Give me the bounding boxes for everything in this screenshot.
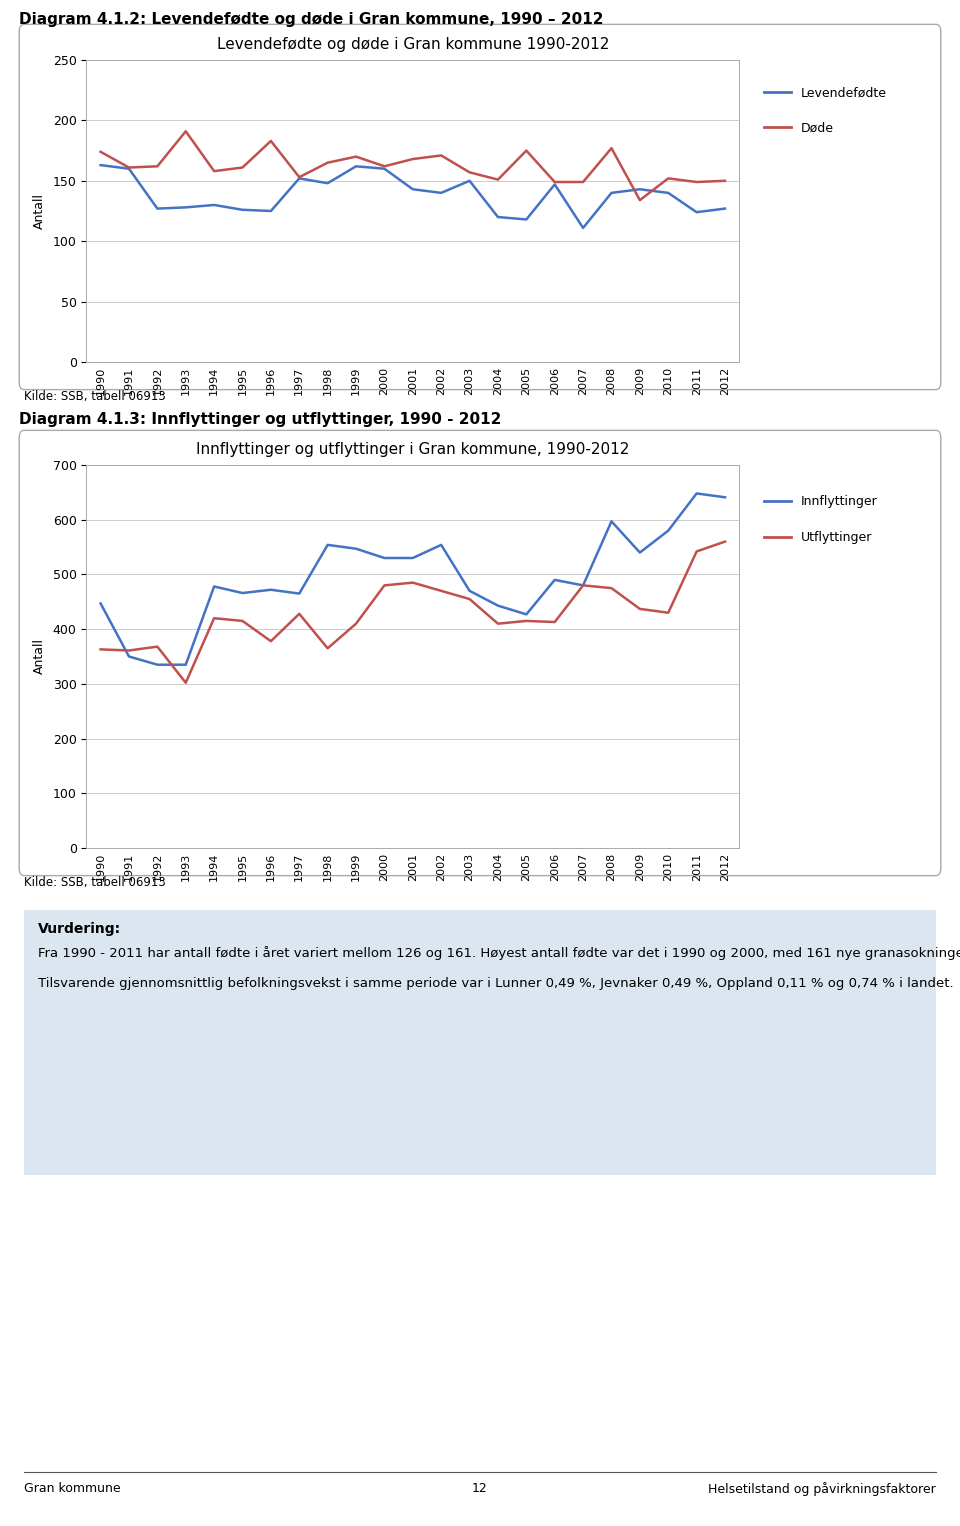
- Text: 12: 12: [472, 1482, 488, 1495]
- Text: Diagram 4.1.3: Innflyttinger og utflyttinger, 1990 - 2012: Diagram 4.1.3: Innflyttinger og utflytti…: [19, 412, 501, 427]
- Text: Gran kommune: Gran kommune: [24, 1482, 121, 1495]
- Text: Helsetilstand og påvirkningsfaktorer: Helsetilstand og påvirkningsfaktorer: [708, 1482, 936, 1495]
- Legend: Innflyttinger, Utflyttinger: Innflyttinger, Utflyttinger: [758, 490, 883, 549]
- Text: Diagram 4.1.2: Levendefødte og døde i Gran kommune, 1990 – 2012: Diagram 4.1.2: Levendefødte og døde i Gr…: [19, 12, 604, 27]
- Text: Kilde: SSB, tabell 06913: Kilde: SSB, tabell 06913: [24, 391, 166, 403]
- Text: Fra 1990 - 2011 har antall fødte i året variert mellom 126 og 161. Høyest antall: Fra 1990 - 2011 har antall fødte i året …: [38, 946, 960, 990]
- Y-axis label: Antall: Antall: [33, 638, 46, 674]
- Y-axis label: Antall: Antall: [33, 192, 46, 229]
- Title: Levendefødte og døde i Gran kommune 1990-2012: Levendefødte og døde i Gran kommune 1990…: [217, 37, 609, 52]
- Legend: Levendefødte, Døde: Levendefødte, Døde: [758, 81, 892, 140]
- Title: Innflyttinger og utflyttinger i Gran kommune, 1990-2012: Innflyttinger og utflyttinger i Gran kom…: [196, 443, 630, 456]
- Text: Kilde: SSB, tabell 06913: Kilde: SSB, tabell 06913: [24, 876, 166, 890]
- Text: Vurdering:: Vurdering:: [38, 922, 122, 935]
